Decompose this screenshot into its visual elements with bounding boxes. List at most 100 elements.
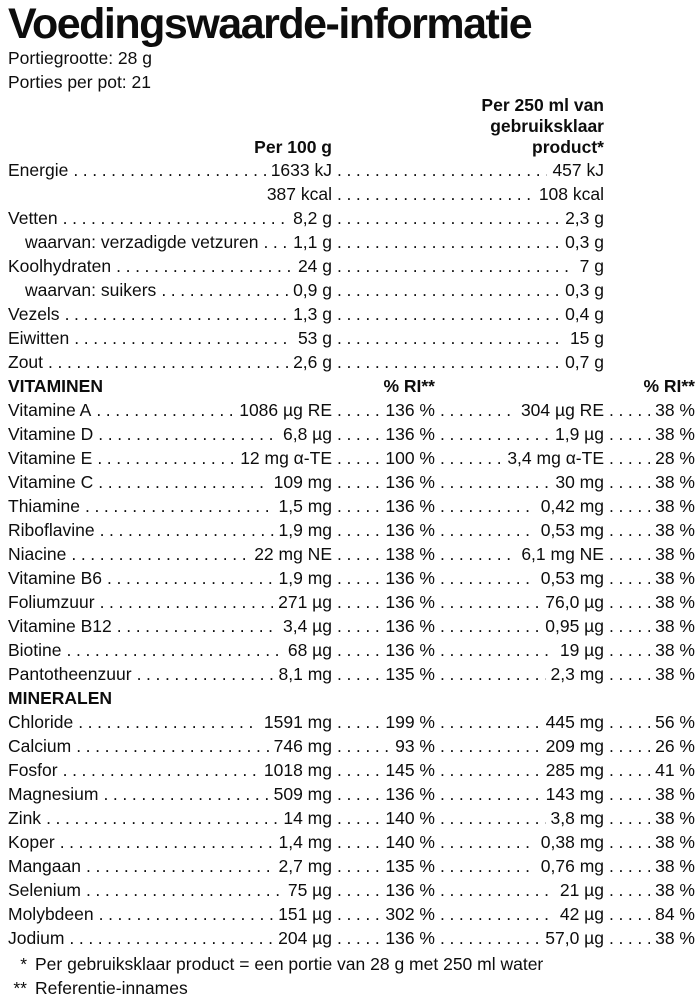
value-per-100g: 22 mg NE xyxy=(254,544,332,564)
dot-leader xyxy=(103,782,268,806)
minerals-row-4: Zink 14 mg 140 % 3,8 mg 38 % xyxy=(8,806,695,830)
minerals-row-5: Koper 1,4 mg 140 % 0,38 mg 38 % xyxy=(8,830,695,854)
value-per-100g: 68 µg xyxy=(287,640,332,660)
value-per-100g: 1086 µg RE xyxy=(239,400,332,420)
value-per-100g: 75 µg xyxy=(287,880,332,900)
dot-leader xyxy=(440,854,536,878)
dot-leader xyxy=(96,398,234,422)
minerals-row-9: Jodium 204 µg 136 % 57,0 µg 38 % xyxy=(8,926,695,950)
dot-leader xyxy=(74,326,293,350)
nutrient-label: Riboflavine xyxy=(8,520,95,540)
value-ri-per-100g: 136 % xyxy=(385,472,435,492)
dot-leader xyxy=(337,566,380,590)
value-ri-per-100g: 135 % xyxy=(385,664,435,684)
value-ri-per-250ml: 38 % xyxy=(655,400,695,420)
vitamins-row-9: Vitamine B12 3,4 µg 136 % 0,95 µg 38 % xyxy=(8,614,695,638)
value-ri-per-250ml: 38 % xyxy=(655,568,695,588)
value-ri-per-250ml: 28 % xyxy=(655,448,695,468)
dot-leader xyxy=(440,734,541,758)
dot-leader xyxy=(337,830,380,854)
value-per-100g: 1,3 g xyxy=(293,304,332,324)
dot-leader xyxy=(69,926,273,950)
value-per-100g: 0,9 g xyxy=(293,280,332,300)
value-per-250ml: 42 µg xyxy=(559,904,604,924)
dot-leader xyxy=(337,302,560,326)
dot-leader xyxy=(337,182,534,206)
value-ri-per-250ml: 41 % xyxy=(655,760,695,780)
dot-leader xyxy=(60,830,274,854)
value-per-100g: 151 µg xyxy=(278,904,332,924)
value-ri-per-100g: 100 % xyxy=(385,448,435,468)
per-100g-column-header: Per 100 g xyxy=(254,137,332,157)
value-per-250ml: 6,1 mg NE xyxy=(521,544,604,564)
vitamins-row-8: Foliumzuur 271 µg 136 % 76,0 µg 38 % xyxy=(8,590,695,614)
dot-leader xyxy=(76,734,268,758)
value-ri-per-250ml: 38 % xyxy=(655,664,695,684)
value-per-250ml: 0,95 µg xyxy=(545,616,604,636)
dot-leader xyxy=(609,470,650,494)
footnote-prepared-product: * Per gebruiksklaar product = een portie… xyxy=(8,952,700,976)
dot-leader xyxy=(337,398,380,422)
dot-leader xyxy=(609,710,650,734)
footnote-text: Per gebruiksklaar product = een portie v… xyxy=(35,954,544,974)
value-per-100g: 53 g xyxy=(297,328,332,348)
dot-leader xyxy=(337,926,380,950)
value-ri-per-250ml: 84 % xyxy=(655,904,695,924)
value-ri-per-250ml: 38 % xyxy=(655,592,695,612)
dot-leader xyxy=(100,518,274,542)
minerals-section-title: MINERALEN xyxy=(8,688,113,708)
dot-leader xyxy=(337,662,380,686)
dot-leader xyxy=(440,446,502,470)
dot-leader xyxy=(440,926,540,950)
nutrient-label: Molybdeen xyxy=(8,904,94,924)
dot-leader xyxy=(609,422,650,446)
dot-leader xyxy=(609,494,650,518)
per-250ml-header-line-3: product* xyxy=(532,137,604,157)
value-ri-per-100g: 93 % xyxy=(395,736,435,756)
value-per-250ml: 143 mg xyxy=(545,784,604,804)
nutrient-label: Biotine xyxy=(8,640,62,660)
nutrient-label: Vitamine D xyxy=(8,424,94,444)
value-per-100g: 1591 mg xyxy=(263,712,332,732)
nutrient-label: Chloride xyxy=(8,712,74,732)
dot-leader xyxy=(609,566,650,590)
value-per-100g: 24 g xyxy=(297,256,332,276)
value-ri-per-100g: 136 % xyxy=(385,400,435,420)
minerals-rows-section: Chloride 1591 mg 199 % 445 mg 56 % Calcium 746… xyxy=(8,710,700,950)
dot-leader xyxy=(337,902,380,926)
dot-leader xyxy=(86,854,274,878)
nutrient-label: Zink xyxy=(8,808,42,828)
dot-leader xyxy=(97,446,235,470)
dot-leader xyxy=(337,206,560,230)
macro-row-3: waarvan: verzadigde vetzuren 1,1 g 0,3 g xyxy=(8,230,695,254)
value-ri-per-100g: 136 % xyxy=(385,520,435,540)
value-ri-per-100g: 136 % xyxy=(385,496,435,516)
value-per-250ml: 2,3 g xyxy=(565,208,604,228)
dot-leader xyxy=(609,734,650,758)
value-per-250ml: 209 mg xyxy=(545,736,604,756)
dot-leader xyxy=(609,542,650,566)
dot-leader xyxy=(337,590,380,614)
dot-leader xyxy=(263,230,288,254)
nutrient-label: Vitamine A xyxy=(8,400,92,420)
value-ri-per-100g: 138 % xyxy=(385,544,435,564)
vitamins-header-row: VITAMINEN % RI** % RI** xyxy=(8,374,695,398)
macro-row-6: Vezels 1,3 g 0,4 g xyxy=(8,302,695,326)
dot-leader xyxy=(337,158,547,182)
dot-leader xyxy=(63,206,288,230)
nutrient-label: Fosfor xyxy=(8,760,58,780)
value-ri-per-250ml: 38 % xyxy=(655,784,695,804)
dot-leader xyxy=(337,350,560,374)
minerals-row-8: Molybdeen 151 µg 302 % 42 µg 84 % xyxy=(8,902,695,926)
value-ri-per-100g: 199 % xyxy=(385,712,435,732)
vitamins-row-5: Riboflavine 1,9 mg 136 % 0,53 mg 38 % xyxy=(8,518,695,542)
nutrient-label: waarvan: verzadigde vetzuren xyxy=(25,232,259,252)
value-per-250ml: 457 kJ xyxy=(552,160,604,180)
ri-column-header-2: % RI** xyxy=(643,376,695,396)
macro-row-1: 387 kcal 108 kcal xyxy=(8,182,695,206)
dot-leader xyxy=(337,446,380,470)
dot-leader xyxy=(337,494,380,518)
value-per-250ml: 0,38 mg xyxy=(540,832,604,852)
macro-row-2: Vetten 8,2 g 2,3 g xyxy=(8,206,695,230)
nutrient-label: Eiwitten xyxy=(8,328,70,348)
